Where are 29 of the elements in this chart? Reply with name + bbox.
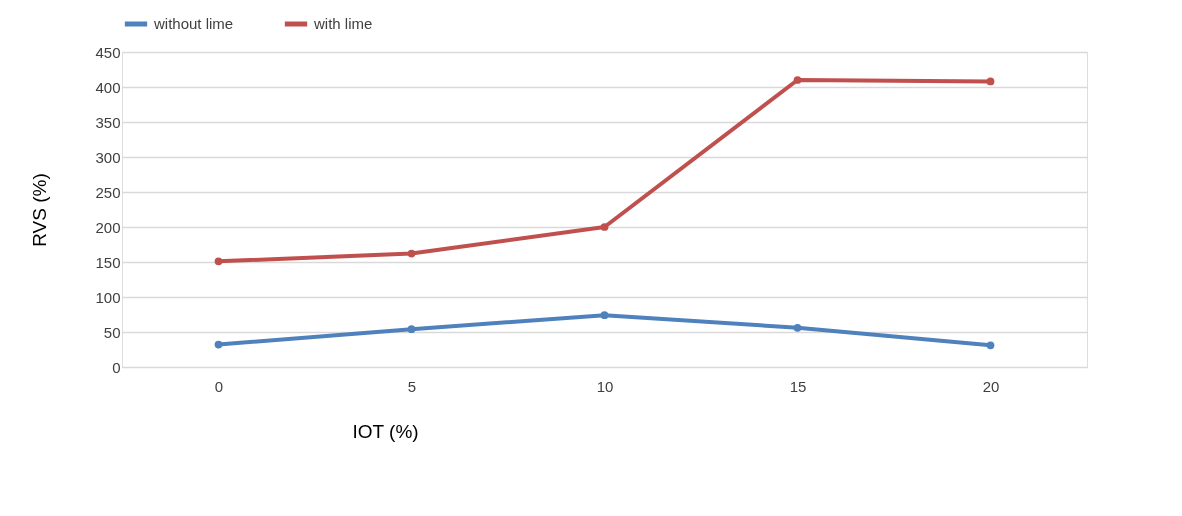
y-tick-label: 100	[95, 288, 121, 306]
point	[407, 249, 416, 258]
y-tick-label: 350	[95, 113, 121, 131]
legend-label: with lime	[313, 15, 373, 32]
point	[214, 257, 223, 266]
y-tick-label: 250	[95, 183, 121, 201]
point	[600, 311, 609, 320]
y-tick-label: 300	[95, 148, 121, 166]
x-tick-label: 5	[407, 377, 417, 395]
y-tick-label: 450	[95, 43, 121, 61]
point	[600, 223, 609, 231]
point	[986, 77, 995, 86]
point	[214, 340, 223, 349]
x-axis-title: IOT (%)	[352, 420, 419, 442]
point	[793, 76, 802, 84]
y-axis-title: RVS (%)	[29, 173, 51, 247]
point	[986, 341, 995, 350]
y-tick-label: 0	[112, 358, 121, 376]
point	[407, 325, 416, 334]
y-tick-label: 150	[95, 253, 121, 271]
x-tick-label: 10	[596, 377, 614, 395]
point	[793, 323, 802, 332]
x-tick-label: 15	[789, 377, 807, 395]
x-tick-label: 0	[214, 377, 224, 395]
x-tick-label: 20	[982, 377, 1000, 395]
legend-label: without lime	[153, 15, 234, 32]
y-tick-label: 50	[103, 323, 121, 341]
y-tick-label: 400	[95, 78, 121, 96]
y-tick-label: 200	[95, 218, 121, 236]
